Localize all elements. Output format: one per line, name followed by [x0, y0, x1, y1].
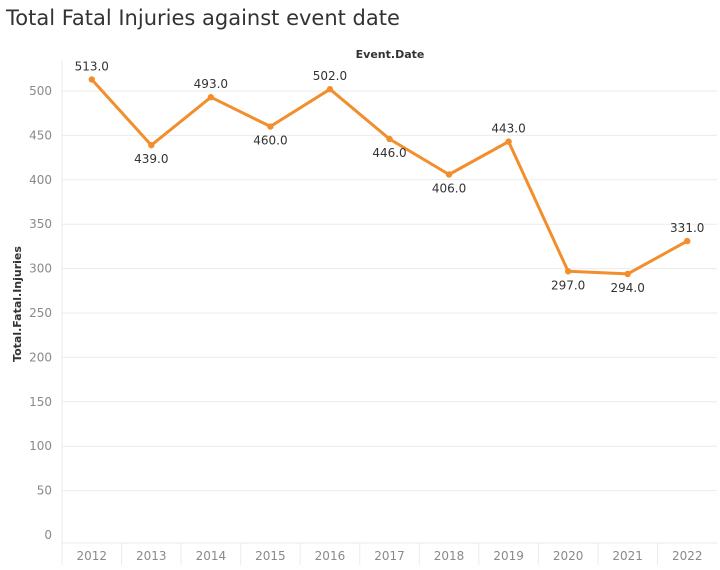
data-point: [148, 141, 155, 149]
data-point: [326, 86, 334, 93]
y-tick-label: 0: [44, 528, 52, 542]
x-tick-label: 2019: [493, 549, 524, 563]
data-label: 294.0: [611, 281, 645, 295]
data-label: 439.0: [134, 152, 168, 166]
y-tick-label: 200: [29, 350, 52, 364]
x-tick-label: 2014: [196, 549, 227, 563]
data-label: 460.0: [253, 134, 287, 148]
y-tick-label: 350: [29, 217, 52, 231]
x-tick-label: 2018: [434, 549, 465, 563]
data-point: [564, 268, 572, 275]
y-tick-label: 300: [29, 262, 52, 276]
data-point: [684, 237, 691, 245]
axes: 0 50 100 150 200 250 300 350 400 450 500 2012 2013 20…: [11, 48, 703, 563]
series-orange-line: [88, 76, 691, 278]
y-tick-label: 100: [29, 439, 52, 453]
data-point: [88, 76, 95, 83]
data-label: 297.0: [551, 278, 585, 292]
x-tick-label: 2021: [612, 549, 643, 563]
y-tick-label: 400: [29, 173, 52, 187]
x-tick-label: 2015: [255, 549, 286, 563]
data-point: [267, 123, 274, 130]
x-tick-label: 2013: [136, 549, 167, 563]
data-label: 493.0: [194, 77, 228, 91]
data-point: [386, 135, 393, 143]
x-tick-label: 2020: [553, 549, 584, 563]
data-label: 446.0: [372, 146, 406, 160]
data-point: [207, 94, 215, 101]
chart-title: Total Fatal Injuries against event date: [6, 6, 400, 30]
gridlines: [61, 60, 717, 565]
series-line: [90, 78, 689, 276]
y-tick-label: 50: [37, 484, 52, 498]
y-tick-label: 500: [29, 84, 52, 98]
x-tick-label: 2017: [374, 549, 405, 563]
x-tick-label: 2012: [76, 549, 107, 563]
y-tick-label: 450: [29, 128, 52, 142]
data-point: [624, 270, 631, 278]
data-point: [445, 171, 453, 178]
y-tick-label: 250: [29, 306, 52, 320]
data-label: 331.0: [670, 221, 704, 235]
data-labels: 513.0 439.0 493.0 460.0 502.0 446.0 406.0 443.0…: [75, 59, 705, 294]
data-point: [505, 138, 512, 145]
y-tick-label: 150: [29, 395, 52, 409]
data-label: 502.0: [313, 69, 347, 83]
x-axis-title: Event.Date: [356, 48, 425, 61]
x-tick-label: 2022: [672, 549, 703, 563]
y-axis-title: Total.Fatal.Injuries: [11, 246, 24, 362]
data-label: 513.0: [75, 59, 109, 73]
data-label: 406.0: [432, 181, 466, 195]
data-label: 443.0: [491, 122, 525, 136]
x-tick-label: 2016: [315, 549, 346, 563]
